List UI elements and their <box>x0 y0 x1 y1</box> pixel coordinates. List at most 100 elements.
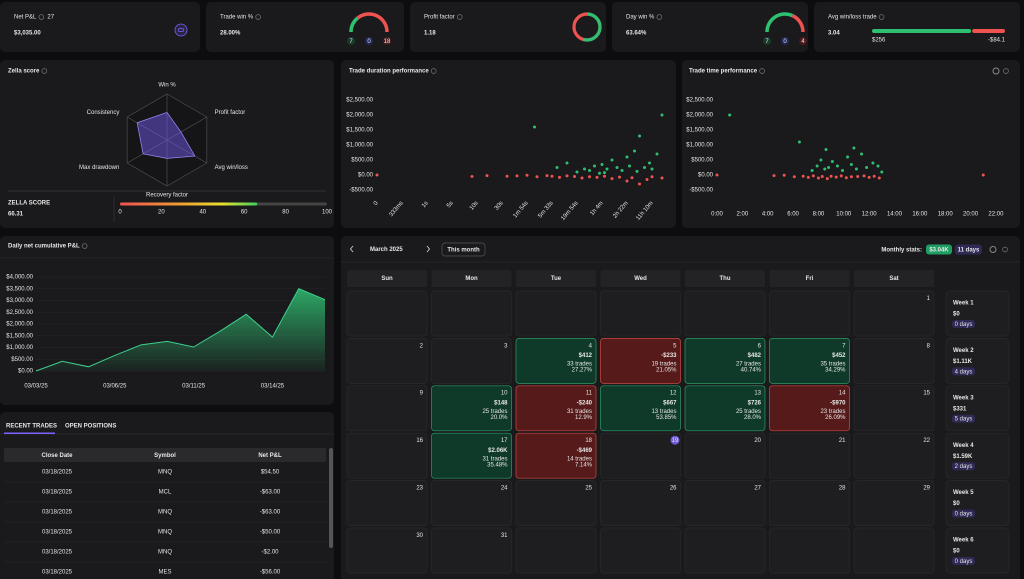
info-icon <box>1003 68 1009 74</box>
scatter-point <box>660 113 664 117</box>
y-tick-label: $500.00 <box>691 158 713 164</box>
score-tick-label: 40 <box>199 210 206 216</box>
cell: MNQ <box>158 470 172 476</box>
day-cell <box>431 527 512 574</box>
scatter-point <box>625 155 629 159</box>
day-number: 27 <box>754 485 761 491</box>
day-win-rate: 26.09% <box>825 415 846 421</box>
today-marker <box>670 435 680 445</box>
scatter-point <box>628 164 631 168</box>
x-tick-label: 1s <box>421 200 430 209</box>
day-number: 29 <box>923 485 930 491</box>
gauge-count-bg <box>365 37 373 45</box>
scatter-point <box>815 164 819 168</box>
settings-icon[interactable] <box>992 67 1000 75</box>
day-number: 26 <box>670 485 677 491</box>
day-number: 15 <box>923 391 930 397</box>
day-win-rate: 27.27% <box>572 367 593 373</box>
weekday: Sat <box>889 276 898 282</box>
week-pnl: $0 <box>953 549 960 555</box>
cell: MCL <box>159 490 172 496</box>
day-number: 20 <box>754 438 761 444</box>
scatter-point <box>820 175 824 178</box>
day-number: 17 <box>501 438 508 444</box>
day-number: 25 <box>585 485 592 491</box>
info-icon <box>759 68 765 74</box>
day-win-rate: 20.0% <box>490 415 508 421</box>
day-number: 4 <box>589 343 593 349</box>
prev-month[interactable] <box>349 245 354 253</box>
day-cell <box>600 290 681 337</box>
gauge-count-bg <box>347 37 355 45</box>
area-fill <box>36 288 325 371</box>
kpi-badge: 27 <box>47 15 54 21</box>
scatter-point <box>860 152 864 156</box>
scatter-point <box>643 166 646 169</box>
gauge-count: 7 <box>765 39 769 45</box>
scatter-point <box>856 175 860 178</box>
day-cell <box>853 480 935 526</box>
x-tick-label: 10s <box>469 200 480 211</box>
weekday-header <box>854 270 934 287</box>
cell: -$63.00 <box>260 510 281 516</box>
cell: -$56.00 <box>260 570 281 576</box>
day-cell <box>684 338 766 384</box>
y-tick-label: $500.00 <box>351 158 373 164</box>
day-cell <box>515 480 597 526</box>
day-trades: 13 trades <box>651 409 676 415</box>
day-number: 3 <box>504 343 508 349</box>
day-cell <box>515 290 597 337</box>
x-tick-label: 30s <box>494 200 505 211</box>
scatter-point <box>565 161 569 165</box>
scatter-point <box>824 148 828 151</box>
x-tick-label: 03/14/25 <box>261 384 285 390</box>
table-header <box>4 448 326 462</box>
day-cell <box>684 290 766 337</box>
day-number: 22 <box>923 438 930 444</box>
next-month[interactable] <box>426 245 431 253</box>
score-tick-label: 0 <box>118 210 122 216</box>
scrollbar <box>329 448 333 548</box>
day-number: 24 <box>501 485 508 491</box>
y-tick-label: $1,000.00 <box>686 143 713 149</box>
day-cell <box>515 338 597 384</box>
scatter-point <box>830 160 834 163</box>
y-tick-label: -$500.00 <box>689 188 713 194</box>
x-tick-label: 03/03/25 <box>24 384 48 390</box>
y-tick-label: $500.00 <box>11 357 33 363</box>
scatter-point <box>535 175 539 179</box>
day-trades: 23 trades <box>820 409 845 415</box>
scatter-point <box>580 176 584 180</box>
x-tick-label: 16:00 <box>912 212 928 218</box>
scatter-point <box>655 152 659 156</box>
radar-label: Max drawdown <box>79 165 119 171</box>
day-pnl: -$970 <box>830 400 846 406</box>
this-month-label: This month <box>447 247 480 253</box>
settings-icon[interactable] <box>989 246 997 253</box>
day-cell <box>684 385 766 432</box>
stats-pill <box>926 244 952 255</box>
scatter-point <box>846 155 850 159</box>
score-label: ZELLA SCORE <box>8 201 50 207</box>
day-cell <box>600 338 681 384</box>
gauge-count: 4 <box>801 39 805 45</box>
scatter-point <box>819 158 823 162</box>
x-tick-label: 10:00 <box>836 212 852 218</box>
x-tick-label: 5s <box>446 200 455 209</box>
x-tick-label: 20:00 <box>963 212 979 218</box>
weekday-header <box>347 270 427 287</box>
tab[interactable]: RECENT TRADES <box>6 424 57 430</box>
day-cell <box>600 385 681 432</box>
score-value: 66.31 <box>8 212 24 218</box>
this-month-button[interactable] <box>441 242 486 257</box>
scatter-point <box>648 161 651 165</box>
tab[interactable]: OPEN POSITIONS <box>65 424 116 430</box>
scatter-point <box>573 175 576 178</box>
weekday-header <box>516 270 596 287</box>
y-tick-label: -$500.00 <box>349 188 373 194</box>
radar-label: Win % <box>158 83 176 89</box>
kpi-icon-glyph <box>178 28 184 32</box>
scatter-point <box>555 166 559 169</box>
x-tick-label: 8:00 <box>813 212 825 218</box>
